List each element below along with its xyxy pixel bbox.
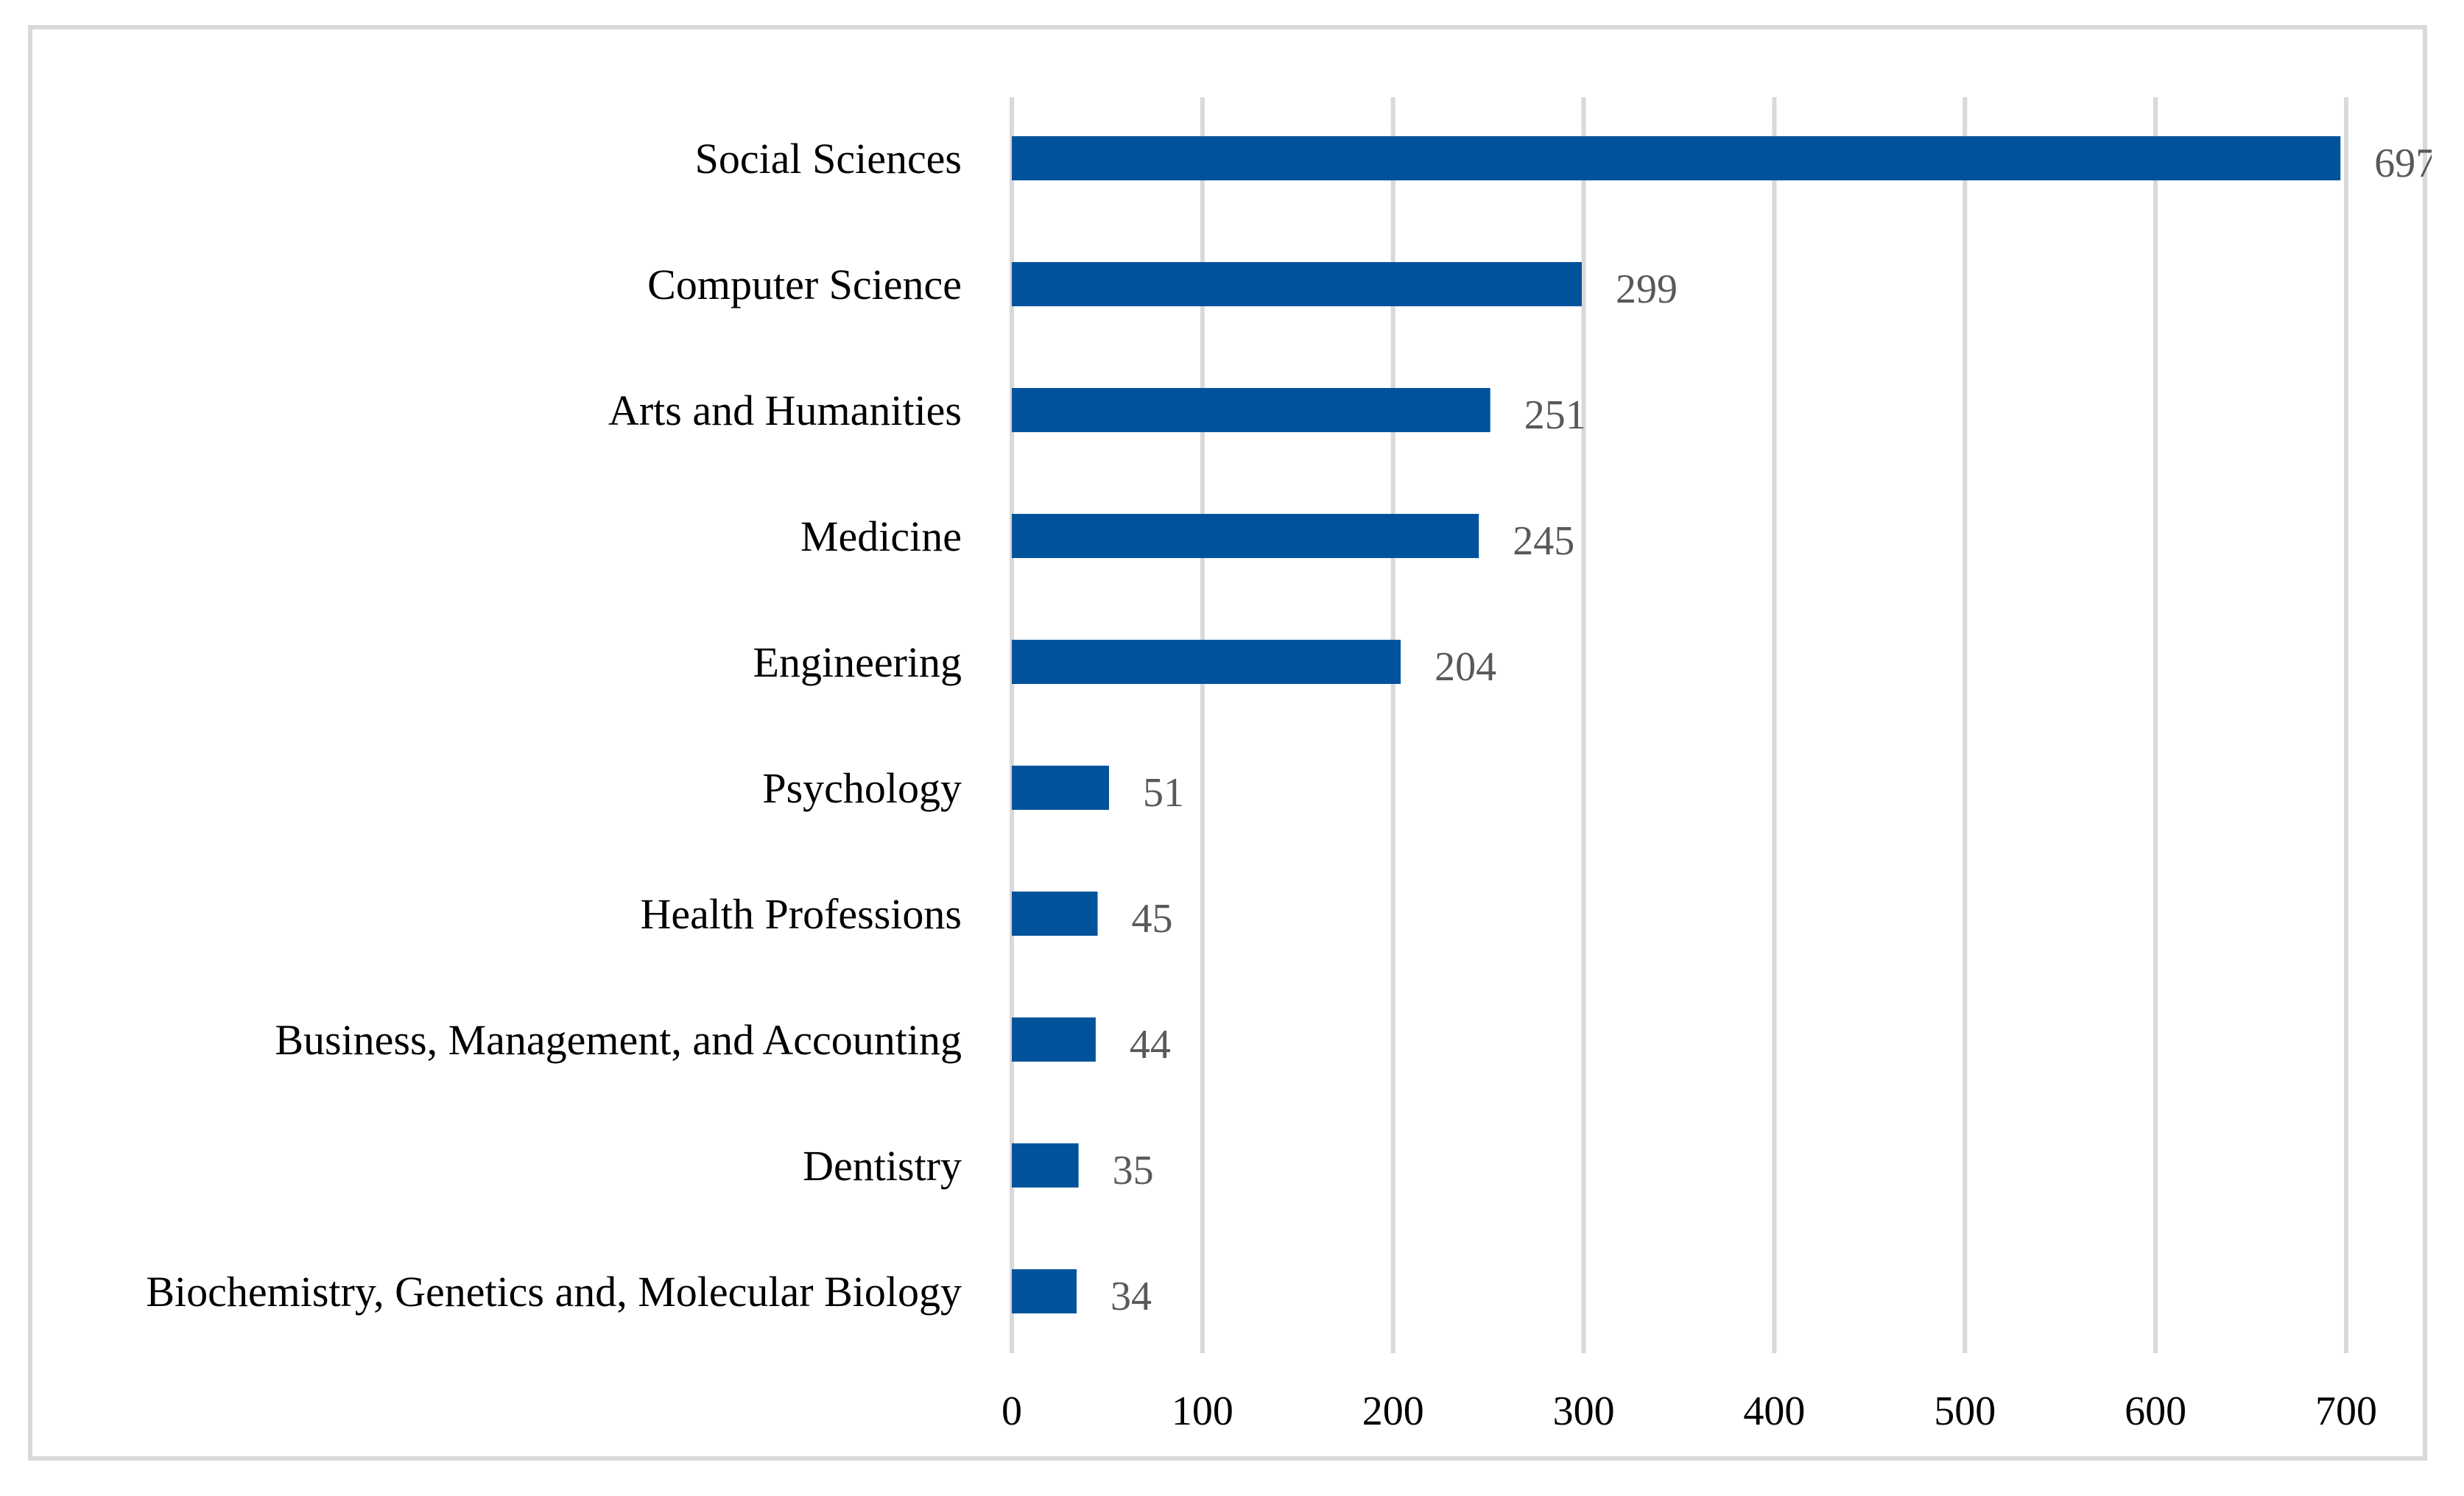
bar-chart: Social Sciences Computer Science Arts and … [146, 97, 2432, 1434]
gridlines [1010, 97, 2348, 1353]
bar [1012, 262, 1582, 306]
category-label: Computer Science [647, 261, 962, 308]
data-label: 204 [1435, 644, 1496, 690]
data-label: 251 [1524, 392, 1586, 438]
data-label: 245 [1513, 518, 1574, 564]
category-label: Business, Management, and Accounting [275, 1016, 962, 1064]
category-label: Engineering [753, 638, 962, 686]
bar [1012, 766, 1110, 810]
bar [1012, 1143, 1079, 1188]
category-label: Health Professions [640, 890, 962, 938]
value-labels: 697 299 251 245 204 51 45 44 35 34 [1110, 141, 2432, 1319]
bar [1012, 640, 1401, 684]
x-tick-label: 700 [2315, 1389, 2377, 1434]
category-label: Social Sciences [695, 135, 962, 183]
x-tick-label: 600 [2125, 1389, 2186, 1434]
bar [1012, 136, 2341, 180]
data-label: 51 [1143, 770, 1184, 816]
data-label: 34 [1110, 1274, 1152, 1319]
category-label: Arts and Humanities [608, 387, 962, 434]
bar [1012, 1269, 1077, 1313]
category-label: Dentistry [803, 1142, 962, 1190]
x-tick-label: 100 [1172, 1389, 1233, 1434]
x-tick-label: 300 [1553, 1389, 1615, 1434]
category-labels: Social Sciences Computer Science Arts and … [146, 135, 962, 1316]
x-tick-label: 200 [1362, 1389, 1424, 1434]
x-tick-label: 0 [1002, 1389, 1022, 1434]
bar [1012, 514, 1479, 558]
x-axis-tick-labels: 0 100 200 300 400 500 600 700 [1002, 1389, 2377, 1434]
data-label: 299 [1616, 267, 1678, 312]
x-tick-label: 400 [1743, 1389, 1805, 1434]
bar [1012, 892, 1098, 936]
bars [1012, 136, 2341, 1313]
category-label: Biochemistry, Genetics and, Molecular Bi… [146, 1268, 962, 1316]
data-label: 35 [1113, 1148, 1154, 1193]
bar [1012, 1017, 1096, 1062]
chart-frame: Social Sciences Computer Science Arts and … [28, 25, 2432, 1461]
x-tick-label: 500 [1934, 1389, 1996, 1434]
data-label: 44 [1130, 1022, 1171, 1068]
data-label: 697 [2374, 141, 2432, 186]
category-label: Psychology [762, 764, 962, 812]
category-label: Medicine [800, 512, 962, 560]
data-label: 45 [1131, 896, 1172, 942]
bar [1012, 388, 1490, 432]
